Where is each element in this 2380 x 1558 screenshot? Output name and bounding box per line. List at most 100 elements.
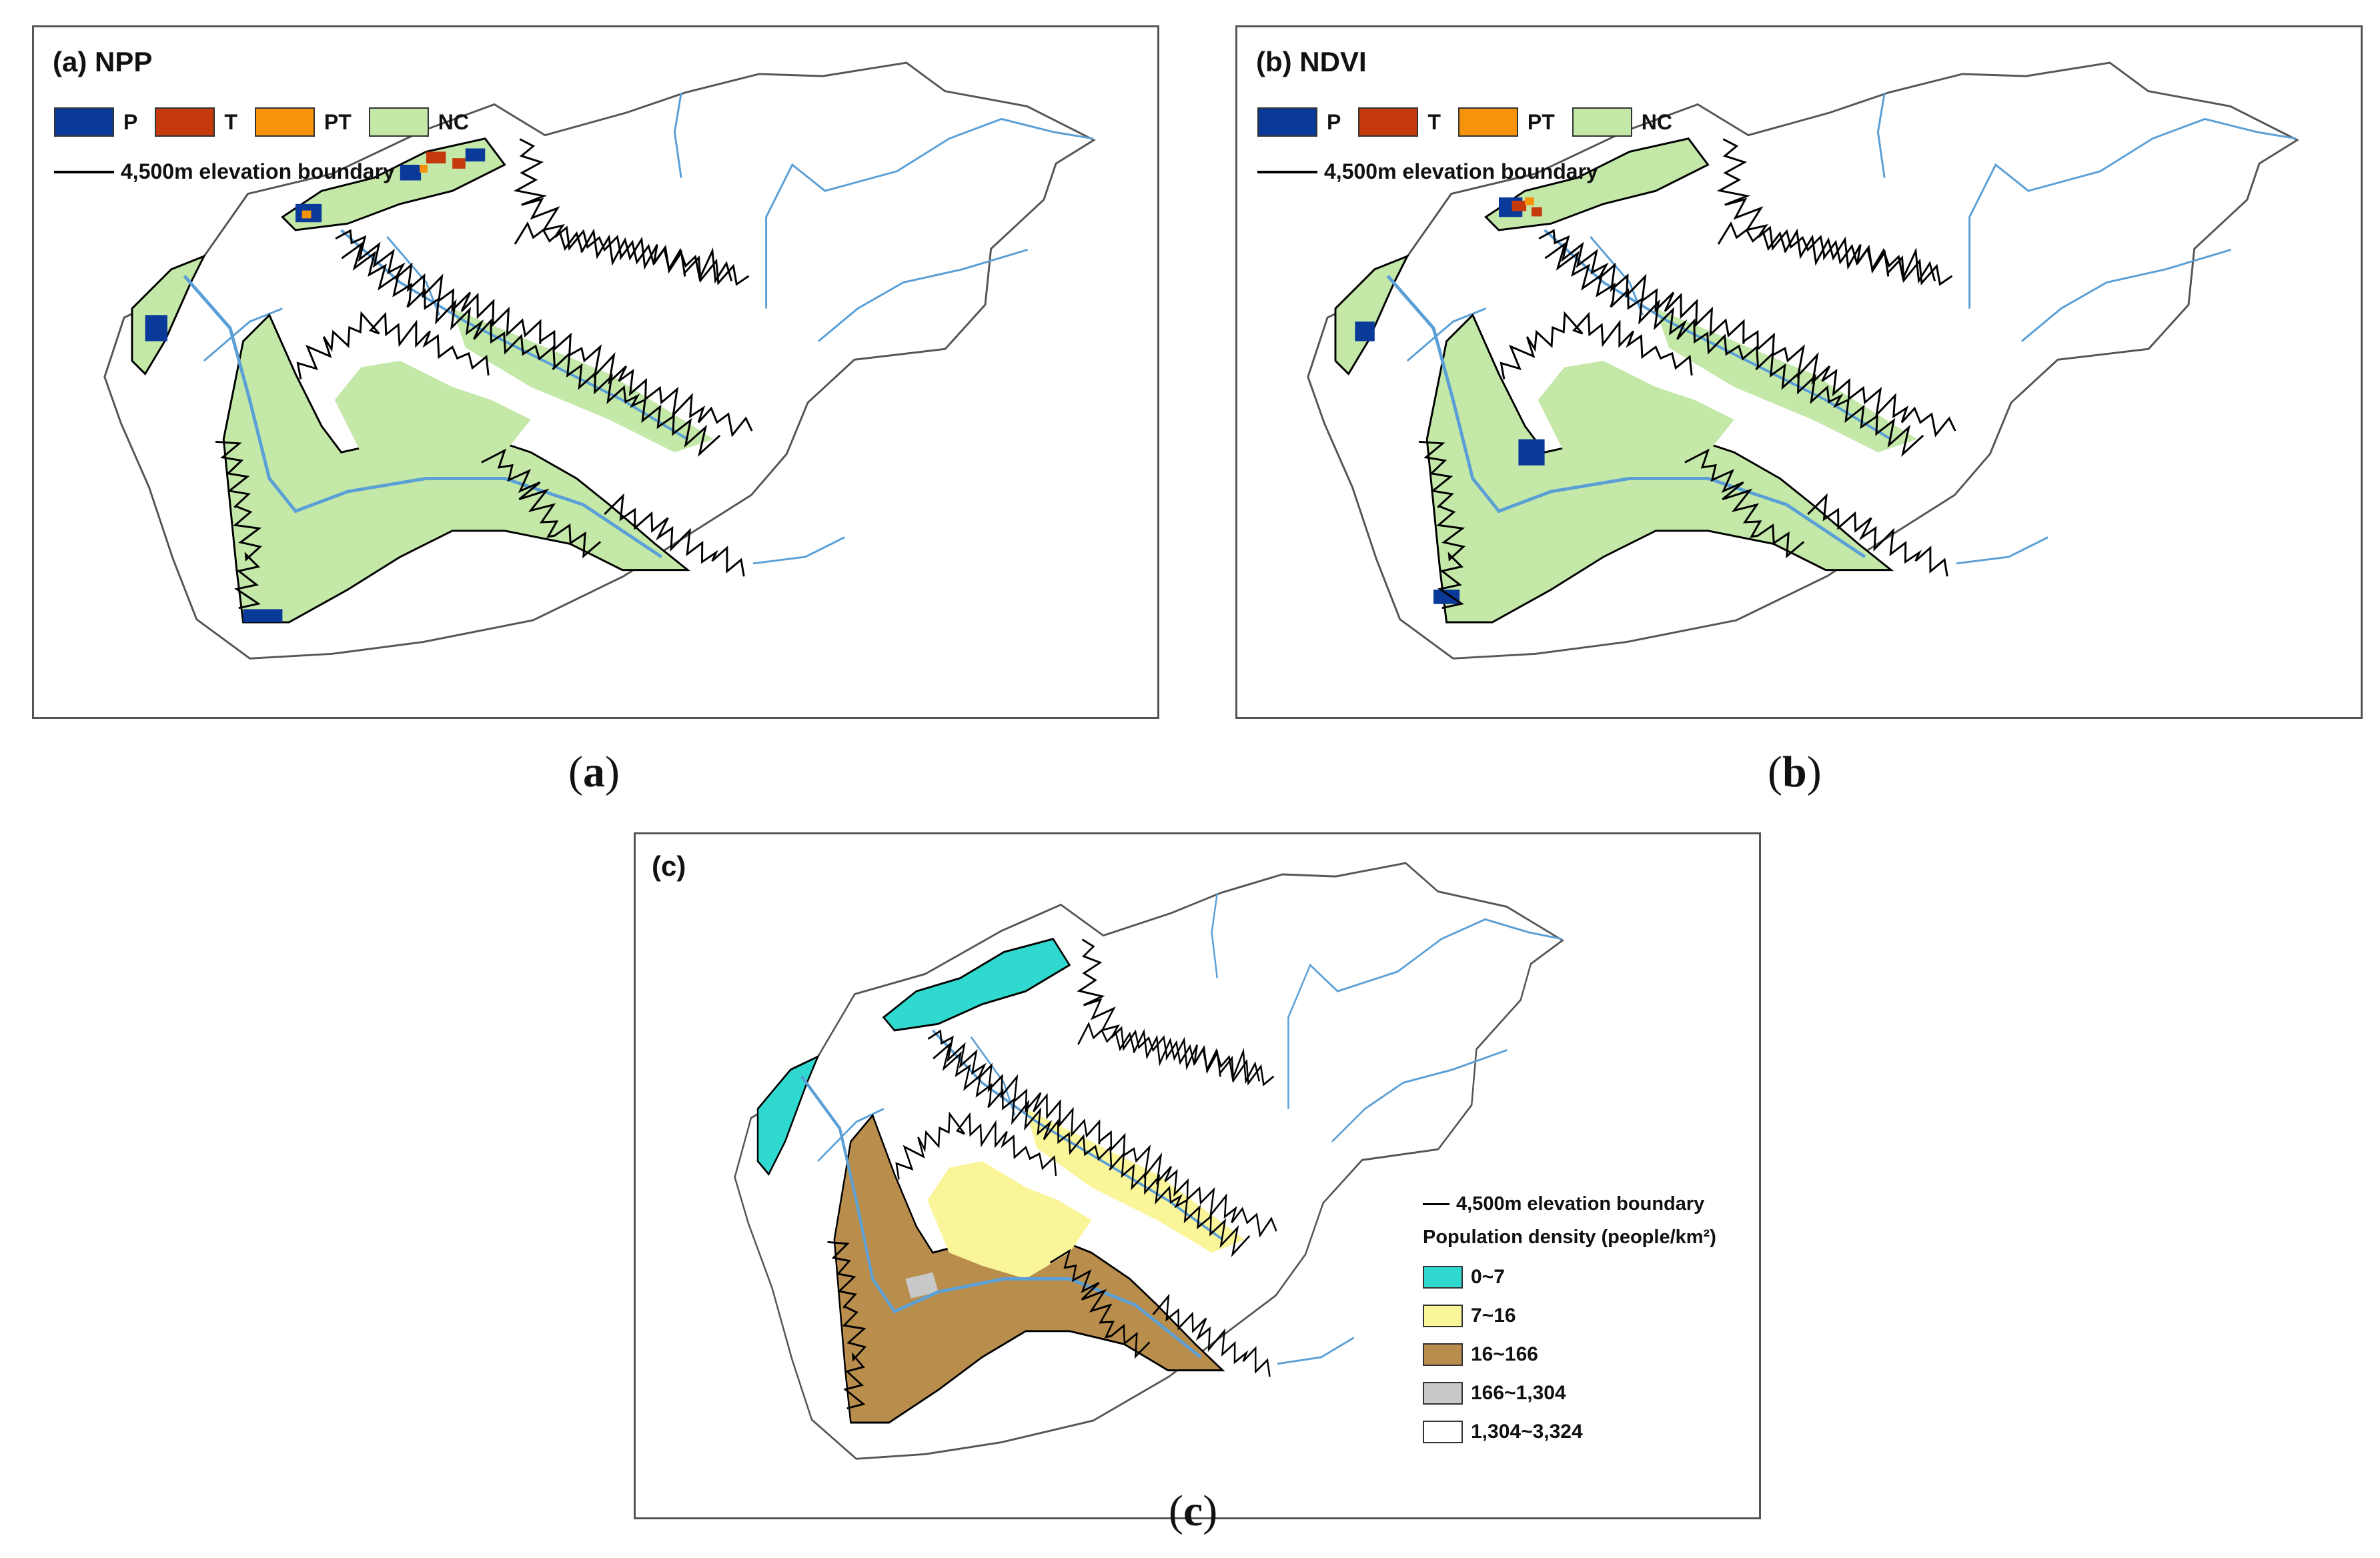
elevation-boundary-4 [895,1111,1057,1180]
boundary-label-c: 4,500m elevation boundary [1456,1193,1705,1215]
legend-label-p: P [123,109,138,134]
elevation-boundary-1 [1544,241,1924,457]
elevation-boundary-6 [604,493,745,577]
legend-label-pt: PT [1527,109,1555,134]
legend-label-p: P [1327,109,1341,134]
boundary-line-symbol [1257,170,1317,173]
pop-class-row: 166~1,304 [1423,1374,1716,1413]
legend-label-nc: NC [1641,109,1672,134]
river-line-1 [2021,248,2232,342]
basin-map-a [103,61,1096,660]
elevation-boundary-7 [1049,1249,1151,1359]
river-line-0 [1968,117,2297,309]
pixel-cluster-0-2 [1518,439,1545,466]
lowland-west [756,1054,820,1176]
legend-a: P T PT NC [54,107,486,137]
elevation-boundary-7 [481,448,602,559]
population-legend-title: Population density (people/km²) [1423,1227,1716,1248]
pixel-cluster-2-0 [1525,197,1534,205]
lowland-north [882,938,1071,1032]
boundary-line-symbol [54,170,114,173]
elevation-boundary-1 [341,241,721,457]
pop-swatch-0 [1423,1266,1463,1289]
boundary-line-symbol [1423,1203,1449,1205]
river-line-3 [1406,307,1486,362]
map-b [1307,61,2299,660]
boundary-label-a: 4,500m elevation boundary [121,159,395,183]
elevation-boundary-1 [933,1042,1251,1257]
elevation-boundary-5 [215,440,263,610]
river-line-5 [1956,536,2048,565]
pop-label-3: 166~1,304 [1471,1382,1566,1404]
legend-swatch-p [54,107,114,137]
map-a [103,61,1096,660]
caption-a: (a) [568,748,620,796]
legend-swatch-pt [254,107,315,137]
elevation-boundary-7 [1684,448,1805,559]
panel-a-title: (a) NPP [53,46,153,77]
caption-c: (c) [1169,1487,1218,1535]
legend-label-t: T [224,109,237,134]
legend-b: P T PT NC [1257,107,1690,137]
panel-b-title: (b) NDVI [1256,46,1367,77]
river-line-3 [817,1108,884,1162]
legend-label-pt: PT [324,109,352,134]
legend-swatch-t [1358,107,1419,137]
elevation-boundary-4 [1500,311,1693,379]
pixel-cluster-0-3 [465,148,486,162]
legend-label-nc: NC [438,109,469,134]
river-line-2 [1211,892,1219,978]
lowland-west [1334,254,1409,375]
pixel-cluster-2-0 [302,210,312,219]
boundary-legend-a: 4,500m elevation boundary [54,159,395,184]
pop-swatch-1 [1423,1305,1463,1327]
elevation-boundary-5 [1418,440,1466,610]
lowland-west [131,254,206,375]
pixel-cluster-2-1 [420,165,428,173]
river-line-1 [1331,1048,1508,1142]
elevation-boundary-4 [296,311,490,379]
river-line-0 [765,117,1093,309]
pop-class-row: 1,304~3,324 [1423,1413,1716,1451]
river-line-0 [1287,918,1562,1109]
legend-swatch-nc [1572,107,1632,137]
elevation-boundary-5 [827,1241,867,1410]
river-line-5 [1277,1337,1355,1365]
elevation-boundary-6 [1152,1293,1271,1377]
basin-map-c [734,862,1564,1460]
lowland-north [281,137,506,231]
map-c [734,862,1564,1460]
pixel-cluster-1-0 [1512,200,1527,211]
pixel-cluster-1-0 [426,151,446,164]
river-line-2 [673,92,682,178]
map-panel-c: (c) 4,500m elevation boundary Population… [634,832,1761,1519]
elevation-boundary-3 [514,221,733,284]
elevation-boundary-2 [1716,138,1953,286]
elevation-boundary-3 [1077,1021,1261,1084]
pixel-cluster-1-1 [452,158,466,169]
legend-label-t: T [1427,109,1441,134]
pop-swatch-2 [1423,1343,1463,1366]
basin-outline [734,862,1564,1460]
pixel-cluster-0-4 [243,609,283,622]
map-panel-a: (a) NPP P T PT NC 4,500m elevation bound… [32,25,1159,719]
pop-label-2: 16~166 [1471,1343,1538,1365]
river-line-1 [818,248,1029,342]
boundary-label-b: 4,500m elevation boundary [1324,159,1598,183]
elevation-boundary-2 [513,138,750,286]
legend-swatch-pt [1457,107,1518,137]
pop-swatch-4 [1423,1421,1463,1443]
pop-class-row: 16~166 [1423,1335,1716,1374]
legend-swatch-nc [368,107,429,137]
pop-label-1: 7~16 [1471,1305,1516,1327]
elevation-boundary-2 [1077,938,1275,1086]
caption-b: (b) [1768,748,1822,796]
pop-class-row: 7~16 [1423,1297,1716,1335]
river-line-2 [1876,92,1886,178]
panel-c-title: (c) [652,850,686,882]
river-line-3 [203,307,283,362]
elevation-boundary-6 [1807,493,1948,577]
legend-swatch-t [155,107,215,137]
urban-zone [905,1272,939,1299]
basin-map-b [1307,61,2299,660]
